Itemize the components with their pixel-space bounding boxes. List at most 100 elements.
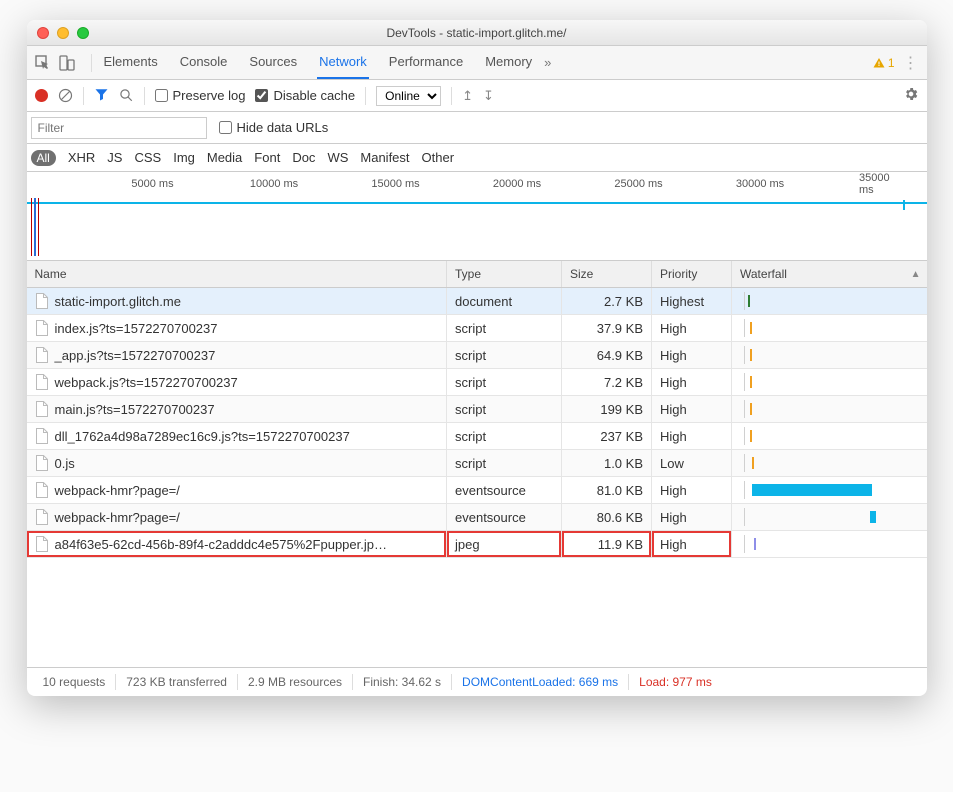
cell-waterfall bbox=[732, 288, 927, 315]
header-type[interactable]: Type bbox=[447, 261, 562, 288]
request-row[interactable]: webpack-hmr?page=/eventsource81.0 KBHigh bbox=[27, 477, 927, 504]
cell-size: 11.9 KB bbox=[562, 531, 652, 558]
filter-icon[interactable] bbox=[94, 87, 109, 105]
type-ws[interactable]: WS bbox=[327, 150, 348, 165]
cell-name: static-import.glitch.me bbox=[27, 288, 447, 315]
cell-size: 7.2 KB bbox=[562, 369, 652, 396]
type-font[interactable]: Font bbox=[254, 150, 280, 165]
cell-type: script bbox=[447, 315, 562, 342]
cell-type: script bbox=[447, 342, 562, 369]
request-row[interactable]: static-import.glitch.medocument2.7 KBHig… bbox=[27, 288, 927, 315]
cell-name: 0.js bbox=[27, 450, 447, 477]
timeline-label: 5000 ms bbox=[131, 178, 173, 190]
cell-priority: High bbox=[652, 369, 732, 396]
request-row[interactable]: a84f63e5-62cd-456b-89f4-c2adddc4e575%2Fp… bbox=[27, 531, 927, 558]
cell-type: jpeg bbox=[447, 531, 562, 558]
timeline-label: 30000 ms bbox=[736, 178, 784, 190]
cell-priority: High bbox=[652, 531, 732, 558]
cell-name: index.js?ts=1572270700237 bbox=[27, 315, 447, 342]
status-bar: 10 requests 723 KB transferred 2.9 MB re… bbox=[27, 668, 927, 696]
type-manifest[interactable]: Manifest bbox=[360, 150, 409, 165]
request-row[interactable]: webpack.js?ts=1572270700237script7.2 KBH… bbox=[27, 369, 927, 396]
cell-type: script bbox=[447, 396, 562, 423]
settings-icon[interactable] bbox=[903, 86, 919, 105]
cell-waterfall bbox=[732, 423, 927, 450]
request-row[interactable]: index.js?ts=1572270700237script37.9 KBHi… bbox=[27, 315, 927, 342]
timeline-label: 25000 ms bbox=[614, 178, 662, 190]
timeline-overview[interactable]: 5000 ms10000 ms15000 ms20000 ms25000 ms3… bbox=[27, 172, 927, 261]
status-resources: 2.9 MB resources bbox=[238, 675, 352, 689]
preserve-log-checkbox[interactable]: Preserve log bbox=[155, 88, 246, 103]
cell-type: script bbox=[447, 450, 562, 477]
cell-size: 37.9 KB bbox=[562, 315, 652, 342]
status-dcl: DOMContentLoaded: 669 ms bbox=[452, 675, 628, 689]
status-finish: Finish: 34.62 s bbox=[353, 675, 451, 689]
cell-size: 1.0 KB bbox=[562, 450, 652, 477]
tab-memory[interactable]: Memory bbox=[483, 46, 534, 79]
cell-type: eventsource bbox=[447, 504, 562, 531]
tab-network[interactable]: Network bbox=[317, 46, 369, 79]
cell-waterfall bbox=[732, 531, 927, 558]
cell-type: script bbox=[447, 369, 562, 396]
filter-input[interactable] bbox=[31, 117, 207, 139]
disable-cache-checkbox[interactable]: Disable cache bbox=[255, 88, 355, 103]
type-css[interactable]: CSS bbox=[134, 150, 161, 165]
device-icon[interactable] bbox=[59, 55, 75, 71]
header-size[interactable]: Size bbox=[562, 261, 652, 288]
type-all[interactable]: All bbox=[31, 150, 56, 166]
header-name[interactable]: Name bbox=[27, 261, 447, 288]
cell-name: dll_1762a4d98a7289ec16c9.js?ts=157227070… bbox=[27, 423, 447, 450]
tab-sources[interactable]: Sources bbox=[247, 46, 299, 79]
type-doc[interactable]: Doc bbox=[292, 150, 315, 165]
cell-priority: Low bbox=[652, 450, 732, 477]
type-other[interactable]: Other bbox=[422, 150, 455, 165]
type-img[interactable]: Img bbox=[173, 150, 195, 165]
status-requests: 10 requests bbox=[33, 675, 116, 689]
cell-size: 64.9 KB bbox=[562, 342, 652, 369]
status-load: Load: 977 ms bbox=[629, 675, 722, 689]
cell-waterfall bbox=[732, 342, 927, 369]
tab-console[interactable]: Console bbox=[178, 46, 230, 79]
header-waterfall[interactable]: Waterfall▲ bbox=[732, 261, 927, 288]
cell-waterfall bbox=[732, 396, 927, 423]
filter-row: Hide data URLs bbox=[27, 112, 927, 144]
download-icon[interactable]: ↧ bbox=[483, 88, 494, 104]
warnings-badge[interactable]: 1 bbox=[873, 56, 895, 70]
throttle-select[interactable]: Online bbox=[376, 86, 441, 106]
type-media[interactable]: Media bbox=[207, 150, 242, 165]
cell-size: 80.6 KB bbox=[562, 504, 652, 531]
cell-waterfall bbox=[732, 477, 927, 504]
tab-elements[interactable]: Elements bbox=[102, 46, 160, 79]
kebab-icon[interactable]: ⋮ bbox=[903, 53, 919, 73]
status-transferred: 723 KB transferred bbox=[116, 675, 237, 689]
request-row[interactable]: webpack-hmr?page=/eventsource80.6 KBHigh bbox=[27, 504, 927, 531]
search-icon[interactable] bbox=[119, 88, 134, 103]
cell-size: 199 KB bbox=[562, 396, 652, 423]
request-row[interactable]: main.js?ts=1572270700237script199 KBHigh bbox=[27, 396, 927, 423]
preserve-log-label: Preserve log bbox=[173, 88, 246, 103]
cell-waterfall bbox=[732, 369, 927, 396]
type-js[interactable]: JS bbox=[107, 150, 122, 165]
more-tabs-icon[interactable]: » bbox=[538, 55, 557, 70]
timeline-label: 10000 ms bbox=[250, 178, 298, 190]
header-priority[interactable]: Priority bbox=[652, 261, 732, 288]
hide-data-urls-checkbox[interactable]: Hide data URLs bbox=[219, 120, 329, 135]
inspect-icon[interactable] bbox=[35, 55, 51, 71]
cell-name: _app.js?ts=1572270700237 bbox=[27, 342, 447, 369]
request-row[interactable]: 0.jsscript1.0 KBLow bbox=[27, 450, 927, 477]
upload-icon[interactable]: ↥ bbox=[462, 88, 473, 104]
request-row[interactable]: _app.js?ts=1572270700237script64.9 KBHig… bbox=[27, 342, 927, 369]
cell-size: 81.0 KB bbox=[562, 477, 652, 504]
cell-type: script bbox=[447, 423, 562, 450]
type-xhr[interactable]: XHR bbox=[68, 150, 95, 165]
window-title: DevTools - static-import.glitch.me/ bbox=[27, 26, 927, 40]
clear-icon[interactable] bbox=[58, 88, 73, 103]
tab-performance[interactable]: Performance bbox=[387, 46, 465, 79]
cell-waterfall bbox=[732, 504, 927, 531]
cell-type: eventsource bbox=[447, 477, 562, 504]
timeline-label: 15000 ms bbox=[371, 178, 419, 190]
panel-tabs-row: Elements Console Sources Network Performance… bbox=[27, 46, 927, 80]
record-icon[interactable] bbox=[35, 89, 48, 102]
request-row[interactable]: dll_1762a4d98a7289ec16c9.js?ts=157227070… bbox=[27, 423, 927, 450]
cell-priority: High bbox=[652, 477, 732, 504]
